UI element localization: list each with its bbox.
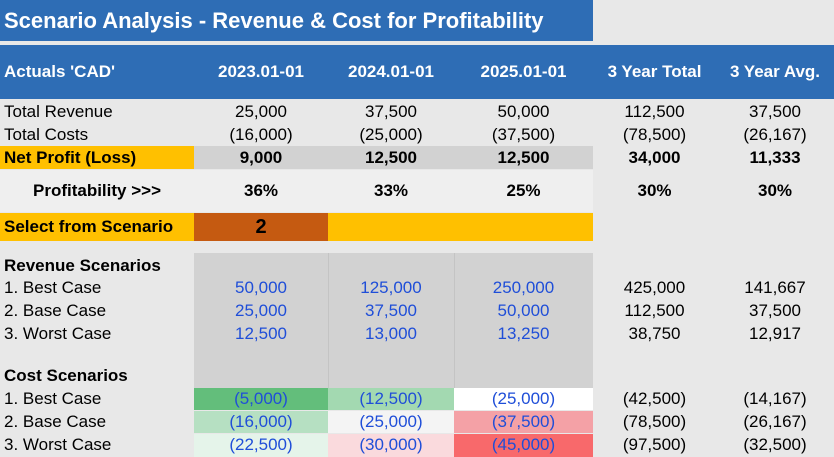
profitability-label: Profitability >>>: [32, 181, 161, 200]
cost-best-cell[interactable]: (14,167): [743, 389, 807, 408]
revenue-base-cell[interactable]: 37,500: [749, 301, 801, 320]
cost-heat-fill: [194, 434, 328, 457]
revenue-worst-cell[interactable]: 13,250: [497, 324, 550, 343]
sheet-title: Scenario Analysis - Revenue & Cost for P…: [0, 0, 593, 41]
profitability-cell[interactable]: 33%: [373, 181, 409, 200]
revenue-base-cell[interactable]: 50,000: [497, 301, 550, 320]
header-col-3yr-total: 3 Year Total: [607, 62, 702, 81]
total-costs-label: Total Costs: [4, 125, 89, 144]
revenue-worst-cell[interactable]: 12,500: [235, 324, 287, 343]
cost-heat-fill: [328, 388, 454, 410]
revenue-base-cell[interactable]: 37,500: [365, 301, 417, 320]
scenario-selector-input[interactable]: 2: [194, 213, 328, 241]
cost-heat-fill: [454, 388, 593, 410]
net-profit-cell[interactable]: 11,333: [749, 148, 801, 167]
total-costs-cell[interactable]: (37,500): [491, 125, 556, 144]
revenue-best-cell[interactable]: 250,000: [492, 278, 555, 297]
revenue-best-cell[interactable]: 50,000: [235, 278, 287, 297]
cost-best-label: 1. Best Case: [4, 389, 102, 408]
scenario-input-block: [194, 253, 593, 389]
cost-heat-fill: [454, 434, 593, 457]
cost-best-cell[interactable]: (5,000): [234, 389, 288, 408]
revenue-base-label: 2. Base Case: [4, 301, 107, 320]
revenue-best-cell[interactable]: 141,667: [744, 278, 806, 297]
column-divider: [328, 253, 329, 389]
total-revenue-label: Total Revenue: [4, 102, 113, 121]
header-row: [0, 45, 834, 99]
cost-base-label: 2. Base Case: [4, 412, 107, 431]
select-scenario-fill: [328, 213, 593, 241]
revenue-worst-cell[interactable]: 38,750: [628, 324, 681, 343]
cost-worst-cell[interactable]: (97,500): [622, 435, 687, 454]
cost-heat-fill: [454, 411, 593, 433]
net-profit-cell[interactable]: 12,500: [497, 148, 550, 167]
cost-worst-cell[interactable]: (22,500): [229, 435, 293, 454]
select-scenario-label: Select from Scenario: [0, 213, 194, 241]
revenue-worst-cell[interactable]: 12,917: [749, 324, 801, 343]
cost-heat-fill: [328, 411, 454, 433]
column-divider: [454, 253, 455, 389]
cost-base-cell[interactable]: (37,500): [491, 412, 556, 431]
cost-base-cell[interactable]: (16,000): [229, 412, 293, 431]
cost-base-cell[interactable]: (26,167): [743, 412, 807, 431]
total-revenue-cell[interactable]: 50,000: [497, 102, 550, 121]
total-revenue-cell[interactable]: 25,000: [235, 102, 287, 121]
header-col-2024: 2024.01-01: [347, 62, 435, 81]
profitability-band: [0, 170, 593, 212]
profitability-cell[interactable]: 30%: [637, 181, 672, 200]
cost-best-cell[interactable]: (25,000): [491, 389, 556, 408]
total-costs-cell[interactable]: (26,167): [743, 125, 807, 144]
total-revenue-cell[interactable]: 37,500: [749, 102, 801, 121]
revenue-worst-cell[interactable]: 13,000: [365, 324, 417, 343]
cost-best-cell[interactable]: (12,500): [359, 389, 423, 408]
cost-worst-cell[interactable]: (45,000): [491, 435, 556, 454]
revenue-base-cell[interactable]: 112,500: [624, 301, 685, 320]
revenue-best-cell[interactable]: 425,000: [623, 278, 686, 297]
profitability-cell[interactable]: 30%: [757, 181, 793, 200]
net-profit-cell[interactable]: 9,000: [239, 148, 283, 167]
cost-best-cell[interactable]: (42,500): [622, 389, 687, 408]
total-revenue-cell[interactable]: 112,500: [624, 102, 685, 121]
total-costs-cell[interactable]: (25,000): [359, 125, 423, 144]
cost-heat-fill: [328, 434, 454, 457]
header-label: Actuals 'CAD': [4, 62, 116, 81]
header-col-2025: 2025.01-01: [480, 62, 567, 81]
cost-scenarios-heading: Cost Scenarios: [4, 366, 128, 385]
cost-heat-fill: [194, 411, 328, 433]
cost-worst-cell[interactable]: (32,500): [743, 435, 807, 454]
cost-base-cell[interactable]: (25,000): [359, 412, 423, 431]
total-costs-cell[interactable]: (16,000): [229, 125, 293, 144]
header-col-2023: 2023.01-01: [217, 62, 305, 81]
cost-heat-fill: [194, 388, 328, 410]
revenue-base-cell[interactable]: 25,000: [235, 301, 287, 320]
cost-base-cell[interactable]: (78,500): [622, 412, 687, 431]
revenue-best-cell[interactable]: 125,000: [360, 278, 422, 297]
profitability-cell[interactable]: 36%: [243, 181, 279, 200]
net-profit-cell[interactable]: 34,000: [628, 148, 681, 167]
cost-worst-label: 3. Worst Case: [4, 435, 112, 454]
net-profit-label: Net Profit (Loss): [0, 146, 194, 169]
total-revenue-cell[interactable]: 37,500: [365, 102, 417, 121]
revenue-scenarios-heading: Revenue Scenarios: [4, 256, 161, 275]
revenue-worst-label: 3. Worst Case: [4, 324, 112, 343]
net-profit-cell[interactable]: 12,500: [365, 148, 417, 167]
total-costs-cell[interactable]: (78,500): [622, 125, 687, 144]
revenue-best-label: 1. Best Case: [4, 278, 102, 297]
header-col-3yr-avg: 3 Year Avg.: [729, 62, 821, 81]
profitability-cell[interactable]: 25%: [506, 181, 541, 200]
cost-worst-cell[interactable]: (30,000): [359, 435, 423, 454]
net-profit-band: [194, 146, 593, 169]
